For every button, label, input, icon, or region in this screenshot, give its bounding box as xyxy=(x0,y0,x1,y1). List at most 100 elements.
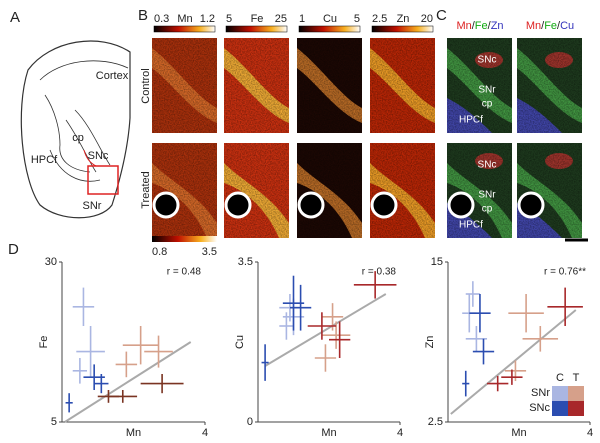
image-hole xyxy=(224,191,252,219)
y-axis-label: Cu xyxy=(234,335,246,349)
y-axis-label: Fe xyxy=(38,336,50,349)
brain-outline xyxy=(20,40,131,219)
image-grain xyxy=(517,143,582,238)
panel-label: C xyxy=(436,7,447,24)
legend-row: SNr xyxy=(531,387,550,399)
overlay-label: SNr xyxy=(478,190,496,201)
image xyxy=(447,38,512,133)
overlay-label: cp xyxy=(482,204,493,215)
colorbar xyxy=(153,25,216,33)
y-tick-label: 30 xyxy=(45,256,57,268)
overlay-header: Mn/Fe/Cu xyxy=(526,20,574,32)
annotation: r = 0.48 xyxy=(167,267,202,278)
panel-labels: A B C D xyxy=(8,7,447,258)
x-tick-label: 4 xyxy=(587,427,593,439)
overlay-label: SNc xyxy=(478,55,497,66)
charts: 5 30 4 Mn Fe r = 0.48 0 3.5 4 Mn Cu r = 0.38 2.5 15 4 M… xyxy=(38,256,593,439)
y-axis-label: Zn xyxy=(424,336,436,349)
overlay-label: SNr xyxy=(478,85,496,96)
image-grain xyxy=(297,143,362,238)
panel-label: D xyxy=(8,241,19,258)
x-axis-label: Mn xyxy=(126,427,141,439)
legend-row: SNc xyxy=(529,402,550,414)
legend-cell xyxy=(568,386,584,401)
image xyxy=(152,143,217,238)
image-grain xyxy=(517,38,582,133)
image xyxy=(447,143,512,238)
image-hole xyxy=(297,191,325,219)
image-hole xyxy=(447,191,475,219)
image xyxy=(297,143,362,238)
colorbar-min: 1 xyxy=(299,13,305,25)
atlas-label: Cortex xyxy=(96,70,129,82)
x-tick-label: 4 xyxy=(202,427,208,439)
fit-line xyxy=(264,293,387,367)
colorbar-min: 5 xyxy=(226,13,232,25)
image-grain xyxy=(370,143,435,238)
row-label: Treated xyxy=(140,171,152,209)
y-tick-label: 5 xyxy=(51,416,57,428)
y-tick-label: 3.5 xyxy=(238,256,253,268)
image-grain xyxy=(447,38,512,133)
image xyxy=(224,38,289,133)
fit-line xyxy=(450,309,577,415)
colorbar-max: 1.2 xyxy=(200,13,215,25)
overlay-part: Fe xyxy=(544,20,557,32)
overlay-part: / xyxy=(488,20,492,32)
y-tick-label: 0 xyxy=(247,416,253,428)
image-grain xyxy=(297,38,362,133)
axis xyxy=(61,262,205,423)
colorbar xyxy=(298,25,361,33)
region-box xyxy=(87,165,119,195)
colorbar-element: Cu xyxy=(323,13,337,25)
row-label: Control xyxy=(140,68,152,103)
fit-line xyxy=(64,341,192,423)
brain-atlas: Cortex cp HPCf SNc SNr xyxy=(20,40,131,219)
overlay-part: / xyxy=(541,20,545,32)
overlay-part: Fe xyxy=(475,20,488,32)
image xyxy=(370,38,435,133)
colorbar-min: 0.8 xyxy=(152,246,167,258)
overlay-part: / xyxy=(472,20,476,32)
legend-cell xyxy=(552,401,568,416)
overlay-part: Zn xyxy=(491,20,504,32)
x-tick-label: 4 xyxy=(397,427,403,439)
overlay-label: HPCf xyxy=(459,220,483,231)
image xyxy=(297,38,362,133)
colorbar-element: Zn xyxy=(397,13,410,25)
image xyxy=(152,38,217,133)
image-hole xyxy=(370,191,398,219)
image-grain xyxy=(447,143,512,238)
colorbar-element: Mn xyxy=(177,13,192,25)
image xyxy=(517,38,582,133)
image xyxy=(224,143,289,238)
atlas-label: cp xyxy=(72,132,84,144)
legend-cell xyxy=(552,386,568,401)
overlay-label: SNc xyxy=(478,160,497,171)
colorbar-min: 2.5 xyxy=(372,13,387,25)
overlay-part: Mn xyxy=(456,20,471,32)
overlay-part: Cu xyxy=(560,20,574,32)
legend-cell xyxy=(568,401,584,416)
legend-column: C xyxy=(556,372,564,384)
annotation: r = 0.38 xyxy=(362,267,397,278)
legend-column: T xyxy=(573,372,580,384)
colorbar xyxy=(371,25,434,33)
annotation: r = 0.76** xyxy=(544,267,586,278)
panel-label: B xyxy=(138,7,148,24)
colorbar xyxy=(152,236,217,242)
panel-label: A xyxy=(10,9,20,26)
y-tick-label: 15 xyxy=(431,256,443,268)
axis xyxy=(257,262,400,423)
colorbar xyxy=(225,25,288,33)
image xyxy=(370,143,435,238)
image-hole xyxy=(152,191,180,219)
overlay-label: HPCf xyxy=(459,115,483,126)
image xyxy=(517,143,582,238)
atlas-label: HPCf xyxy=(31,154,58,166)
colorbar-min: 0.3 xyxy=(154,13,169,25)
image-grain xyxy=(224,143,289,238)
overlay-label: cp xyxy=(482,99,493,110)
